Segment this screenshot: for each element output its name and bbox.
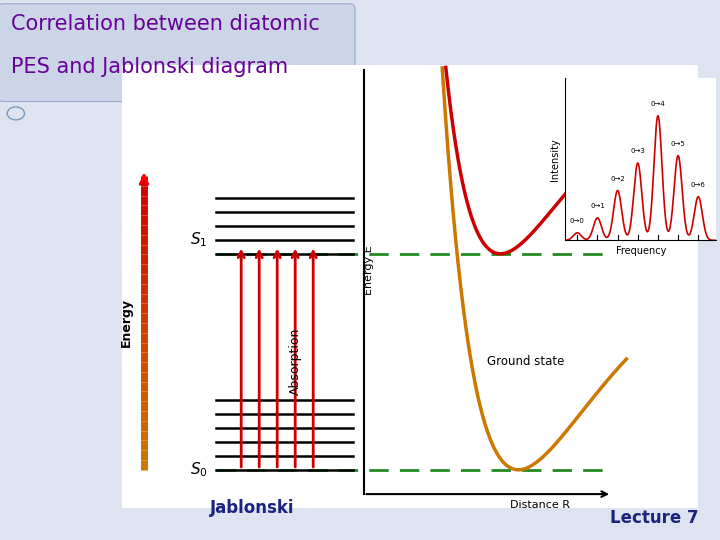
Text: 0→4: 0→4 bbox=[651, 101, 665, 107]
X-axis label: Frequency: Frequency bbox=[616, 246, 666, 256]
Bar bbox=[122, 65, 698, 508]
Text: 0→6: 0→6 bbox=[690, 182, 706, 188]
Text: Ground state: Ground state bbox=[487, 355, 564, 368]
Y-axis label: Intensity: Intensity bbox=[549, 138, 559, 181]
Text: $S_1$: $S_1$ bbox=[190, 231, 207, 249]
Text: Lecture 7: Lecture 7 bbox=[610, 509, 698, 528]
Text: 0→2: 0→2 bbox=[611, 176, 625, 182]
Text: 0→0: 0→0 bbox=[570, 218, 585, 224]
FancyBboxPatch shape bbox=[0, 4, 355, 102]
Text: Jablonski: Jablonski bbox=[210, 498, 294, 517]
Text: 0→3: 0→3 bbox=[630, 148, 645, 154]
Text: 0→5: 0→5 bbox=[671, 141, 685, 147]
Text: Absorption: Absorption bbox=[289, 328, 302, 395]
Text: $S_0$: $S_0$ bbox=[189, 461, 207, 479]
Text: Correlation between diatomic: Correlation between diatomic bbox=[11, 14, 320, 33]
Text: Energy E: Energy E bbox=[364, 245, 374, 295]
Text: Distance R: Distance R bbox=[510, 500, 570, 510]
Text: 0→1: 0→1 bbox=[590, 203, 605, 209]
Text: PES and Jablonski diagram: PES and Jablonski diagram bbox=[11, 57, 288, 77]
Text: Energy: Energy bbox=[120, 299, 132, 347]
